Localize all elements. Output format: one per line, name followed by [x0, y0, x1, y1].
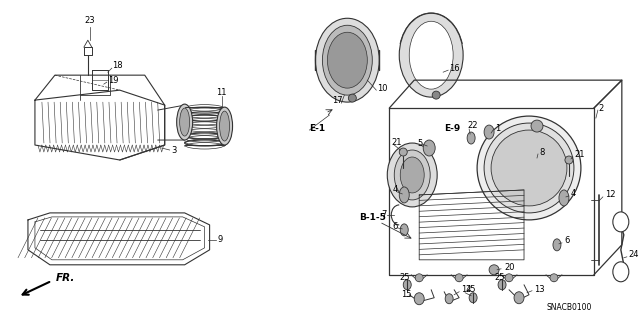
- Text: 10: 10: [378, 84, 388, 93]
- Ellipse shape: [489, 265, 499, 275]
- Text: E-1: E-1: [309, 123, 326, 133]
- Text: 24: 24: [629, 250, 639, 259]
- Ellipse shape: [216, 107, 232, 145]
- Ellipse shape: [455, 274, 463, 282]
- Text: 1: 1: [495, 123, 500, 133]
- Ellipse shape: [559, 190, 569, 206]
- Ellipse shape: [613, 262, 629, 282]
- Ellipse shape: [531, 120, 543, 132]
- Text: 11: 11: [216, 88, 227, 97]
- Ellipse shape: [415, 274, 423, 282]
- Text: 13: 13: [534, 285, 545, 294]
- Text: 9: 9: [218, 235, 223, 244]
- Ellipse shape: [469, 293, 477, 303]
- Ellipse shape: [394, 150, 430, 200]
- Ellipse shape: [565, 156, 573, 164]
- Ellipse shape: [399, 187, 409, 203]
- Ellipse shape: [400, 224, 408, 236]
- Text: 22: 22: [467, 121, 477, 130]
- Ellipse shape: [177, 104, 193, 140]
- Ellipse shape: [445, 294, 453, 304]
- Ellipse shape: [432, 91, 440, 99]
- Ellipse shape: [180, 108, 189, 136]
- Ellipse shape: [414, 293, 424, 305]
- Text: 25: 25: [465, 285, 476, 294]
- Text: 5: 5: [417, 138, 422, 147]
- Ellipse shape: [348, 94, 356, 102]
- Text: 15: 15: [401, 290, 412, 299]
- Text: 20: 20: [504, 263, 515, 272]
- Text: 2: 2: [599, 104, 604, 113]
- Text: 18: 18: [112, 61, 122, 70]
- Ellipse shape: [316, 18, 380, 102]
- Text: 25: 25: [494, 273, 504, 282]
- Ellipse shape: [550, 274, 558, 282]
- Ellipse shape: [403, 280, 412, 290]
- Text: 4: 4: [392, 185, 397, 195]
- Ellipse shape: [553, 239, 561, 251]
- Ellipse shape: [399, 13, 463, 97]
- Ellipse shape: [484, 125, 494, 139]
- Text: 17: 17: [332, 96, 342, 105]
- Text: 12: 12: [605, 190, 616, 199]
- Text: B-1-5: B-1-5: [359, 213, 386, 222]
- Ellipse shape: [613, 212, 629, 232]
- Ellipse shape: [323, 25, 372, 95]
- Text: E-9: E-9: [444, 123, 460, 133]
- Text: 8: 8: [539, 147, 545, 157]
- Ellipse shape: [423, 140, 435, 156]
- Text: 21: 21: [391, 137, 402, 146]
- Text: 7: 7: [381, 211, 387, 219]
- Text: 25: 25: [399, 273, 410, 282]
- Ellipse shape: [220, 111, 230, 141]
- Ellipse shape: [400, 157, 424, 193]
- Text: 16: 16: [449, 64, 460, 73]
- Ellipse shape: [491, 130, 567, 206]
- Ellipse shape: [477, 116, 581, 220]
- Ellipse shape: [387, 143, 437, 207]
- Ellipse shape: [498, 280, 506, 290]
- Ellipse shape: [399, 148, 407, 156]
- Ellipse shape: [514, 292, 524, 304]
- Ellipse shape: [505, 274, 513, 282]
- Text: FR.: FR.: [56, 273, 76, 283]
- Text: SNACB0100: SNACB0100: [547, 303, 593, 312]
- Ellipse shape: [409, 21, 453, 89]
- Ellipse shape: [467, 132, 475, 144]
- Text: 21: 21: [574, 150, 584, 159]
- Text: 23: 23: [84, 16, 95, 25]
- Text: 3: 3: [172, 145, 177, 154]
- Text: 4: 4: [571, 189, 576, 198]
- Text: 6: 6: [564, 236, 570, 245]
- Text: 14: 14: [461, 285, 472, 294]
- Ellipse shape: [328, 32, 367, 88]
- Ellipse shape: [484, 123, 574, 213]
- Text: 19: 19: [108, 76, 118, 85]
- Text: 6: 6: [392, 222, 397, 231]
